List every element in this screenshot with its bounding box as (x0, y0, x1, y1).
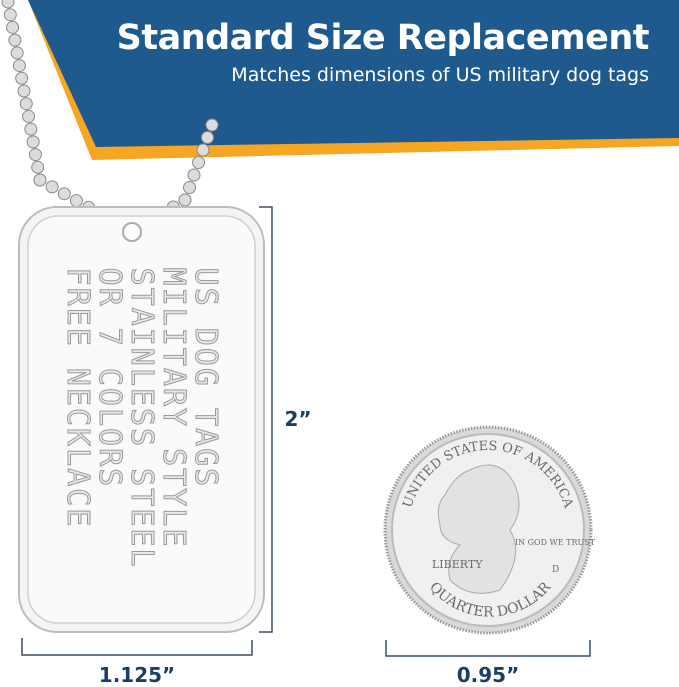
tag-hole (122, 222, 142, 242)
coin-motto: IN GOD WE TRUST (515, 538, 596, 547)
page-subtitle: Matches dimensions of US military dog ta… (231, 64, 649, 86)
header-banner: Standard Size Replacement Matches dimens… (0, 0, 679, 160)
chain-bead (45, 180, 59, 194)
banner-background (28, 0, 679, 147)
dog-tag-inner-rim (27, 215, 256, 624)
chain-bead (1, 0, 15, 9)
coin-width-bracket (385, 640, 591, 657)
chain-bead (22, 109, 36, 123)
chain-bead (6, 20, 20, 34)
tag-width-bracket (21, 638, 253, 656)
chain-bead (201, 131, 214, 144)
chain-bead (183, 181, 196, 194)
chain-bead (187, 168, 201, 182)
chain-bead (15, 71, 29, 85)
chain-bead (57, 187, 71, 201)
coin-mint-mark: D (552, 565, 559, 575)
coin-liberty: LIBERTY (432, 558, 483, 571)
tag-engraving-line: MILITARY STYLE (156, 267, 192, 549)
chain-bead (10, 46, 24, 60)
page-title: Standard Size Replacement (116, 18, 650, 58)
chain-bead (33, 173, 47, 187)
chain-bead (205, 118, 219, 132)
tag-engraving-line: US DOG TAGS (188, 267, 224, 489)
tag-height-label: 2” (284, 407, 312, 431)
chain-bead (28, 148, 42, 162)
chain-bead (19, 97, 33, 111)
chain-bead (178, 193, 192, 207)
chain-bead (3, 8, 17, 22)
tag-engraving-line: FREE NECKLACE (60, 267, 96, 529)
chain-bead (8, 33, 22, 47)
chain-bead (12, 59, 26, 73)
chain-bead (24, 122, 38, 136)
height-bracket (259, 206, 273, 633)
chain-bead (31, 160, 45, 174)
tag-engraving-line: OR 7 COLORS (92, 267, 128, 489)
chain-bead (192, 156, 205, 169)
tag-engraving-line: STAINLESS STEEL (124, 267, 160, 569)
washington-portrait (437, 464, 520, 594)
tag-width-label: 1.125” (98, 663, 176, 687)
coin-diameter-label: 0.95” (456, 663, 520, 687)
chain-bead (196, 143, 210, 157)
chain-bead (17, 84, 31, 98)
chain-bead (69, 194, 83, 208)
chain-bead (26, 135, 40, 149)
